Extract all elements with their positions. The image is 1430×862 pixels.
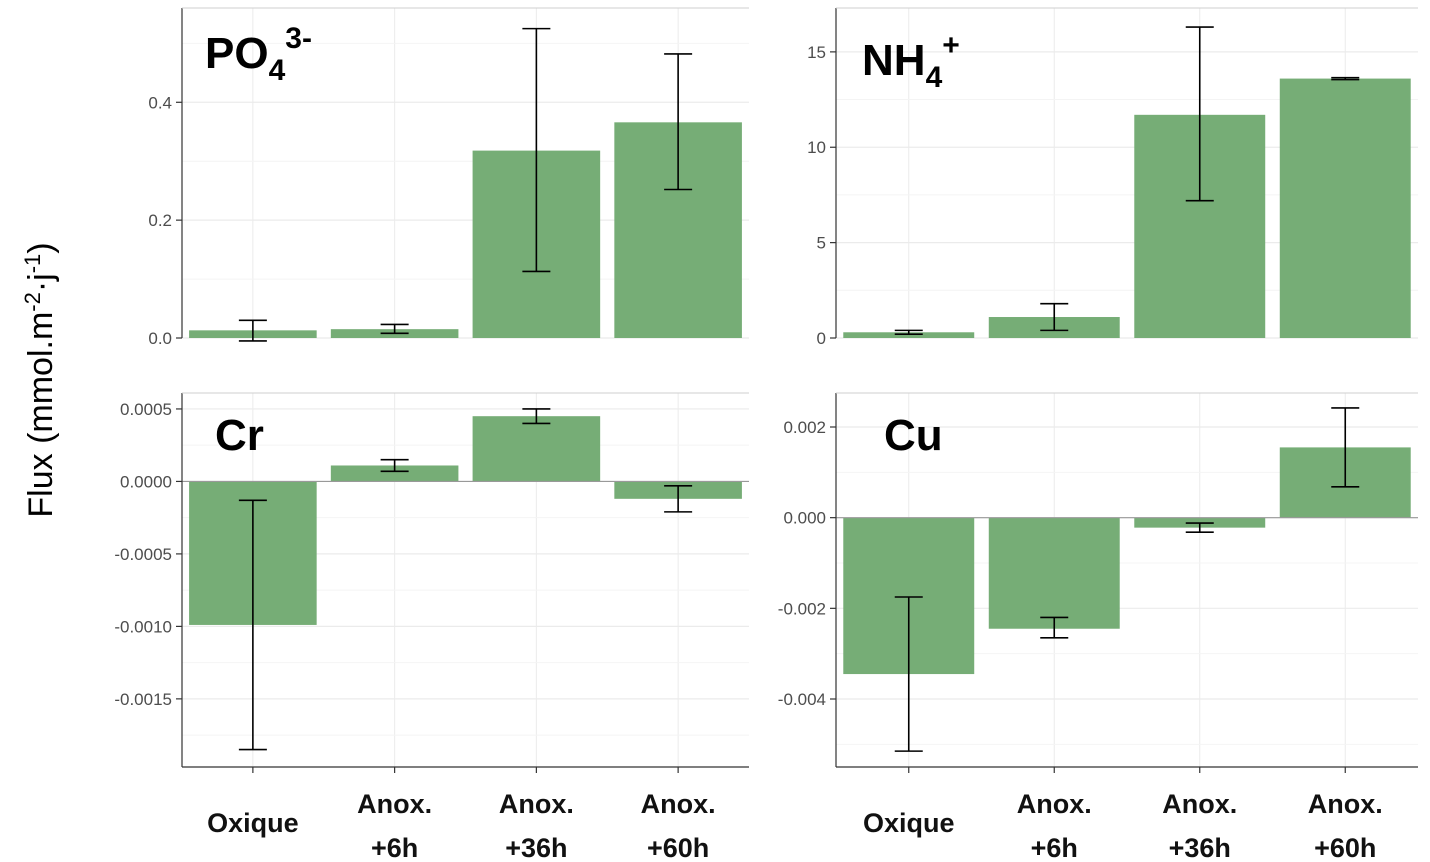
y-axis-label-mid: ·j — [22, 273, 60, 292]
y-tick-label: 0.000 — [783, 509, 826, 528]
panel-3: -0.0015 -0.0010 -0.0005 0.0000 0.0005 Cr Oxiqu… — [114, 392, 749, 862]
x-category-label-line2: +60h — [1314, 833, 1376, 862]
y-tick-label: -0.0005 — [114, 545, 172, 564]
x-category-label-line1: Anox. — [1162, 789, 1237, 819]
y-tick-label: 15 — [807, 43, 826, 62]
y-tick-label: -0.004 — [778, 690, 826, 709]
error-bar-2 — [380, 458, 409, 473]
y-axis-label-sup1: -2 — [20, 292, 45, 312]
panel-1: 0.0 0.2 0.4 PO43- — [148, 7, 749, 348]
panel-label-base: Cr — [215, 411, 264, 460]
x-category-label-line2: +6h — [371, 833, 418, 862]
x-category-label-line2: +60h — [647, 833, 709, 862]
panel-label-sub: 4 — [269, 54, 286, 87]
y-tick-label: 0.0 — [148, 329, 172, 348]
bar-4 — [1279, 78, 1411, 338]
panel-label-sub: 4 — [926, 61, 943, 94]
error-bar-4 — [1331, 76, 1360, 81]
x-category-label: Anox. +6h — [1017, 789, 1092, 862]
x-category-label-line2: +36h — [1169, 833, 1231, 862]
bar-2 — [330, 465, 459, 482]
y-axis-label-text: Flux (mmol.m — [22, 312, 60, 518]
panel-label: NH4+ — [862, 29, 960, 94]
bar-3 — [472, 416, 601, 482]
error-bar-4 — [664, 484, 693, 513]
x-category-label-line2: +6h — [1031, 833, 1078, 862]
error-bar-2 — [1040, 616, 1069, 639]
y-axis-label: Flux (mmol.m-2·j-1) — [20, 242, 61, 517]
y-tick-label: 0.0000 — [120, 472, 172, 491]
x-category-label-line1: Anox. — [1017, 789, 1092, 819]
error-bar-1 — [894, 329, 923, 335]
x-category-label: Anox. +60h — [1308, 789, 1383, 862]
y-axis-label-sup2: -1 — [20, 254, 45, 274]
y-tick-label: 0.4 — [148, 93, 172, 112]
panel-label: Cu — [884, 411, 943, 460]
y-tick-label: 10 — [807, 138, 826, 157]
error-bar-2 — [380, 323, 409, 335]
y-tick-label: -0.0015 — [114, 690, 172, 709]
error-bar-3 — [1185, 26, 1214, 202]
error-bar-1 — [894, 596, 923, 752]
panel-2: 0 5 10 15 NH4+ — [807, 7, 1418, 348]
x-category-label-line1: Anox. — [641, 789, 716, 819]
x-category-label: Anox. +36h — [1162, 789, 1237, 862]
y-tick-label: 0 — [817, 329, 826, 348]
error-bar-3 — [522, 27, 551, 273]
y-tick-label: 0.2 — [148, 211, 172, 230]
error-bar-3 — [522, 408, 551, 425]
error-bar-3 — [1185, 522, 1214, 533]
y-tick-label: 0.002 — [783, 418, 826, 437]
panel-label-base: Cu — [884, 411, 943, 460]
error-bar-1 — [238, 319, 267, 342]
panel-label: Cr — [215, 411, 264, 460]
y-tick-label: -0.002 — [778, 599, 826, 618]
panel-label-base: PO — [205, 29, 269, 78]
x-category-label-line1: Anox. — [357, 789, 432, 819]
y-axis-label-end: ) — [22, 242, 60, 253]
error-bar-4 — [664, 53, 693, 191]
x-category-label: Anox. +60h — [641, 789, 716, 862]
bar-2 — [988, 517, 1120, 629]
error-bar-4 — [1331, 407, 1360, 488]
error-bar-1 — [238, 499, 267, 751]
x-category-label: Anox. +6h — [357, 789, 432, 862]
y-tick-label: 5 — [817, 234, 826, 253]
panel-label: PO43- — [205, 22, 312, 87]
x-category-label-line1: Anox. — [1308, 789, 1383, 819]
x-category-label: Anox. +36h — [499, 789, 574, 862]
bar-1 — [843, 332, 975, 338]
panel-label-base: NH — [862, 36, 926, 85]
x-category-label-line1: Anox. — [499, 789, 574, 819]
x-category-label: Oxique — [863, 808, 955, 838]
x-category-label: Oxique — [207, 808, 299, 838]
panel-label-sup: 3- — [285, 22, 312, 55]
y-tick-label: 0.0005 — [120, 400, 172, 419]
y-tick-label: -0.0010 — [114, 617, 172, 636]
x-category-label-line2: +36h — [505, 833, 567, 862]
error-bar-2 — [1040, 302, 1069, 332]
panel-label-sup: + — [942, 29, 960, 62]
